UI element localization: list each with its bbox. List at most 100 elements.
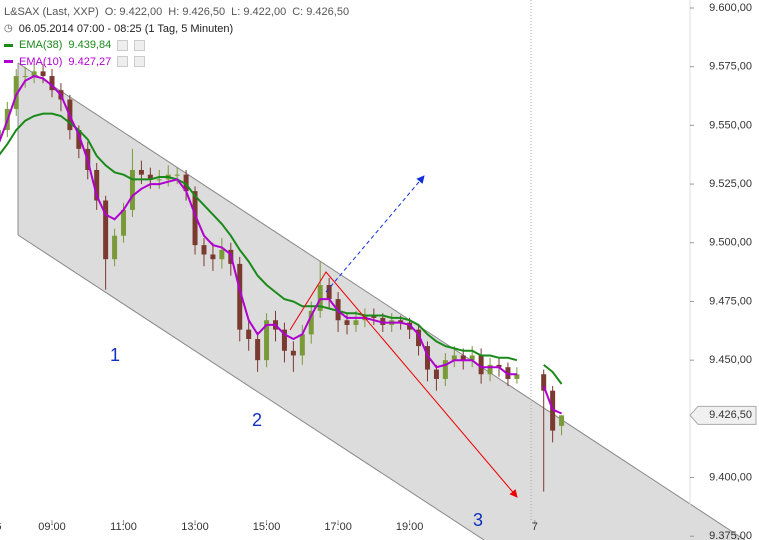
candle-body — [416, 329, 422, 347]
x-tick-label: 09:00 — [38, 521, 66, 533]
candle-body — [424, 346, 430, 370]
candle-body — [94, 169, 100, 201]
candle-body — [40, 71, 46, 77]
quote-row: L&SAX (Last, XXP) O: 9.422,00 H: 9.426,50… — [4, 4, 349, 21]
candle-body — [496, 364, 502, 368]
legend: EMA(38) 9.439,84 EMA(10) 9.427,27 — [4, 37, 349, 70]
close-button[interactable] — [134, 39, 146, 51]
candle-body — [13, 76, 19, 109]
y-tick-label: 9.450,00 — [709, 354, 752, 366]
candle-body — [371, 315, 377, 318]
candle-body — [460, 355, 466, 361]
candle-body — [210, 254, 216, 260]
quote-value: L: 9.422,00 — [231, 6, 287, 18]
x-tick-label: 19:00 — [396, 521, 424, 533]
settings-button[interactable] — [117, 39, 129, 51]
quote-value: O: 9.422,00 — [104, 6, 163, 18]
ema-line — [0, 75, 563, 415]
candle-body — [112, 235, 118, 260]
annotation: 2 — [252, 410, 262, 430]
candle-body — [264, 320, 270, 361]
channel-upper — [17, 62, 746, 540]
candle-body — [550, 390, 556, 431]
y-tick-label: 9.525,00 — [709, 178, 752, 190]
candle-body — [308, 310, 314, 335]
candle-body — [246, 329, 252, 340]
candle-body — [326, 285, 332, 300]
legend-value: 9.439,84 — [68, 39, 112, 51]
x-tick-label: 11:00 — [110, 521, 137, 533]
candle-body — [469, 355, 475, 361]
legend-entry: EMA(10) 9.427,27 — [4, 54, 349, 71]
annotation: 1 — [110, 345, 120, 365]
candle-body — [22, 76, 28, 78]
close-button[interactable] — [134, 56, 146, 68]
x-tick-label: 17:00 — [324, 521, 352, 533]
red-arrow — [289, 271, 518, 498]
channel-lower — [17, 234, 485, 540]
x-tick-label: 7 — [532, 521, 538, 533]
candle-body — [147, 174, 153, 180]
candle-body — [299, 334, 305, 356]
candle-body — [541, 374, 547, 391]
y-tick-label: 9.575,00 — [709, 61, 752, 73]
candle-body — [192, 191, 198, 246]
candle-body — [237, 263, 243, 330]
candle-body — [514, 374, 520, 379]
clock-icon: ◷ — [4, 22, 13, 34]
candle-body — [0, 130, 1, 138]
candle-body — [398, 320, 404, 323]
candle-body — [183, 174, 189, 192]
candle-body — [121, 209, 127, 236]
candle-body — [344, 320, 350, 325]
settings-button[interactable] — [117, 56, 129, 68]
legend-entry: EMA(38) 9.439,84 — [4, 37, 349, 54]
candle-body — [442, 360, 448, 379]
candle-body — [138, 169, 144, 175]
candle-body — [31, 71, 37, 77]
legend-value: 9.427,27 — [68, 55, 112, 68]
annotation: 3 — [473, 510, 483, 530]
candle-body — [103, 200, 109, 260]
candle-body — [380, 317, 386, 325]
period: 06.05.2014 07:00 - 08:25 (1 Tag, 5 Minut… — [18, 22, 234, 35]
x-tick-label: 15:00 — [253, 521, 281, 533]
legend-name: EMA(10) — [19, 55, 63, 68]
y-tick-label: 9.550,00 — [709, 119, 752, 131]
y-tick-label: 9.600,00 — [709, 2, 752, 14]
period-row: ◷ 06.05.2014 07:00 - 08:25 (1 Tag, 5 Min… — [4, 21, 349, 38]
candle-body — [281, 329, 287, 351]
quote-value: H: 9.426,50 — [168, 6, 226, 18]
candle-body — [201, 245, 207, 255]
instrument: L&SAX (Last, XXP) — [4, 6, 99, 18]
candle-body — [487, 364, 493, 375]
candle-body — [353, 320, 359, 325]
candle-body — [559, 415, 565, 426]
price-marker-label: 9.426,50 — [709, 409, 752, 421]
y-tick-label: 9.400,00 — [709, 471, 752, 483]
candle-body — [174, 174, 180, 176]
quote-value: C: 9.426,50 — [292, 6, 350, 18]
legend-swatch — [4, 43, 13, 47]
y-tick-label: 9.500,00 — [709, 237, 752, 249]
candle-body — [255, 339, 261, 361]
candle-body — [433, 369, 439, 379]
candle-body — [451, 355, 457, 361]
y-tick-label: 9.475,00 — [709, 295, 752, 307]
candle-body — [317, 285, 323, 311]
x-tick-label: 13:00 — [181, 521, 209, 533]
candle-body — [76, 130, 82, 149]
legend-name: EMA(38) — [19, 39, 63, 51]
x-tick-label: 6 — [0, 521, 1, 533]
candle-body — [49, 76, 55, 91]
candle-body — [156, 179, 162, 181]
chart-header: L&SAX (Last, XXP) O: 9.422,00 H: 9.426,50… — [4, 4, 349, 70]
ema-line — [0, 112, 563, 385]
candle-body — [219, 249, 225, 260]
price-marker — [689, 405, 757, 425]
candle-body — [290, 350, 296, 356]
candle-body — [478, 355, 484, 375]
y-tick-label: 9.375,00 — [709, 530, 752, 540]
